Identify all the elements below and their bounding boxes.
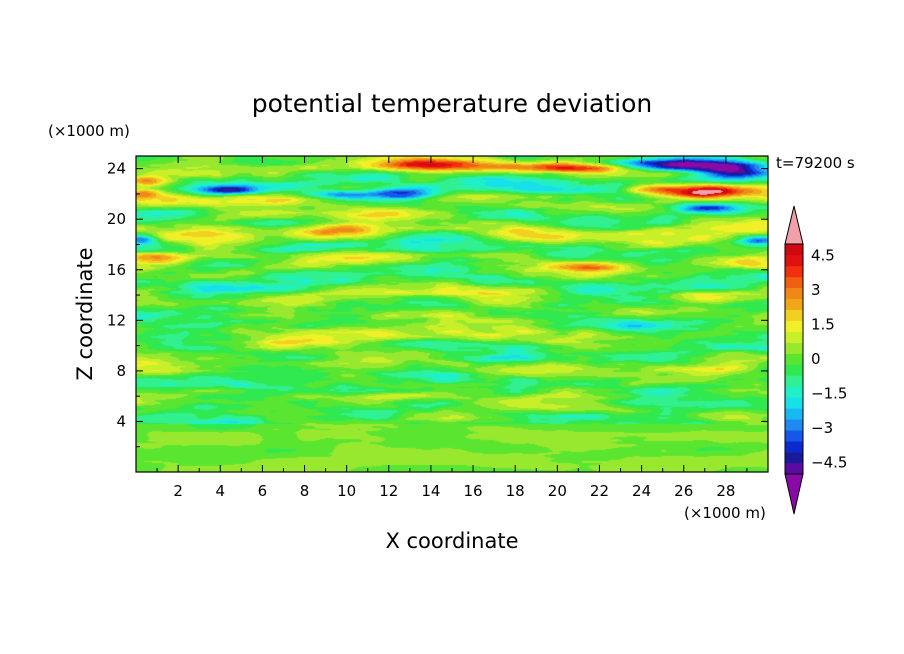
colorbar-bin [785,276,803,289]
colorbar-bin [785,430,803,442]
colorbar-label: 4.5 [811,247,835,265]
colorbar-bin [785,320,803,332]
y-tick-label: 8 [116,362,126,380]
colorbar-bin [785,419,803,431]
x-tick-label: 28 [716,482,735,500]
colorbar-over-triangle [784,205,804,245]
x-tick-label: 18 [506,482,525,500]
x-tick-label: 14 [421,482,440,500]
colorbar-bin [785,452,803,464]
y-axis-label: Z coordinate [73,247,97,380]
colorbar-label: −4.5 [811,454,847,472]
colorbar-bin [785,397,803,409]
colorbar-bin [785,463,803,475]
x-tick-label: 24 [632,482,651,500]
colorbar-label: 3 [811,281,821,299]
y-tick-label: 12 [107,311,126,329]
colorbar-bin [785,244,803,256]
colorbar-under-triangle [784,473,804,515]
colorbar-bin [785,254,803,267]
x-tick-label: 12 [379,482,398,500]
colorbar: 4.5 3 1.5 0 −1.5 −3 −4.5 [784,205,847,515]
colorbar-label: 0 [811,350,821,368]
colorbar-bin [785,375,803,387]
colorbar-bin [785,342,803,354]
colorbar-bin [785,298,803,311]
colorbar-bin [785,364,803,376]
x-axis-label: X coordinate [385,529,518,553]
colorbar-bin [785,265,803,278]
y-unit-label: (×1000 m) [48,122,130,140]
heatmap-field [136,156,768,472]
x-tick-label: 6 [258,482,268,500]
y-tick-label: 20 [107,210,126,228]
x-tick-label: 20 [548,482,567,500]
x-tick-label: 26 [674,482,693,500]
colorbar-bin [785,408,803,420]
x-axis-ticks: 2 4 6 8 10 12 14 16 18 20 22 24 26 28 [156,156,748,500]
x-tick-label: 8 [300,482,310,500]
colorbar-label: −3 [811,419,833,437]
x-tick-label: 2 [173,482,183,500]
y-axis-ticks: 4 8 12 16 20 24 [107,160,768,448]
x-tick-label: 10 [337,482,356,500]
colorbar-bin [785,441,803,453]
x-tick-label: 16 [464,482,483,500]
y-tick-label: 4 [116,412,126,430]
time-label: t=79200 s [776,154,855,172]
y-tick-label: 16 [107,261,126,279]
colorbar-bin [785,353,803,365]
x-unit-label: (×1000 m) [684,504,766,522]
colorbar-bin [785,331,803,343]
y-tick-label: 24 [107,160,126,178]
colorbar-label: 1.5 [811,316,835,334]
x-tick-label: 22 [590,482,609,500]
colorbar-bin [785,309,803,321]
colorbar-label: −1.5 [811,385,847,403]
chart-title: potential temperature deviation [252,89,652,118]
colorbar-bin [785,287,803,300]
x-tick-label: 4 [215,482,225,500]
colorbar-bin [785,386,803,398]
